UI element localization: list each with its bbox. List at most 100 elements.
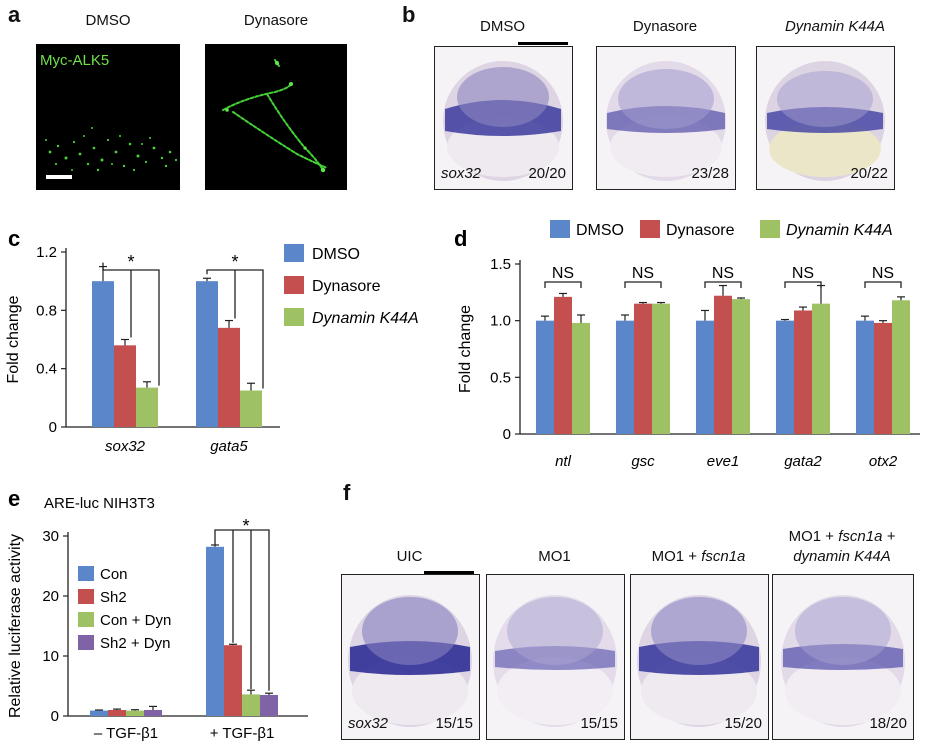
dmso-puncta: [45, 127, 178, 179]
stain-label: Myc-ALK5: [40, 52, 110, 69]
bar-dynamin-k44a: [652, 303, 670, 434]
label-f-mo1-fscn-dyn-line1-text: MO1 +: [788, 528, 835, 545]
scale-bar-b: [518, 42, 568, 45]
ns-bracket: [864, 281, 902, 288]
label-f-mo1-fscn-gene: fscn1a: [701, 548, 746, 565]
embryo-b-k44a-drawing: [765, 61, 885, 181]
bar-con-dyn: [242, 694, 260, 716]
bar-dmso: [536, 320, 554, 434]
count-b-dynasore: 23/28: [691, 165, 729, 182]
embryo-f-uic-drawing: [348, 595, 472, 727]
ns-label: NS: [712, 265, 734, 282]
bar-dmso: [856, 320, 874, 434]
bar-dynasore: [714, 295, 732, 434]
legend-swatch: [78, 635, 94, 650]
bar-sh2-dyn: [260, 695, 278, 716]
bar-dynamin-k44a: [732, 299, 750, 434]
chart-title: ARE-luc NIH3T3: [44, 495, 155, 512]
y-tick-label: 1.5: [490, 256, 511, 273]
bar-sh2: [108, 710, 126, 716]
scale-bar-f: [424, 571, 474, 574]
x-tick-label: – TGF-β1: [94, 725, 158, 742]
x-tick-label: gsc: [631, 453, 655, 470]
y-axis-label: Fold change: [5, 295, 22, 383]
bar-con: [206, 546, 224, 716]
y-tick-label: 1.0: [490, 313, 511, 330]
legend-label: Dynasore: [666, 222, 735, 239]
significance-star: *: [242, 516, 249, 536]
bar-dynamin-k44a: [812, 303, 830, 434]
label-b-dynasore: Dynasore: [632, 18, 698, 35]
count-f-mo1-fscn: 15/20: [724, 715, 762, 732]
bar-dmso: [196, 281, 218, 427]
significance-bracket: [214, 529, 270, 691]
bar-dynasore: [874, 322, 892, 434]
x-tick-label: sox32: [105, 438, 146, 455]
bar-dynamin-k44a: [892, 300, 910, 434]
count-f-mo1-fscn-dyn: 18/20: [869, 715, 907, 732]
y-tick-label: 20: [42, 588, 59, 605]
panel-letter-c: c: [8, 226, 20, 251]
label-f-mo1-fscn-text: MO1 +: [651, 548, 698, 565]
y-axis-label: Fold change: [457, 305, 474, 393]
panel-letter-d: d: [454, 226, 467, 251]
significance-star: *: [231, 252, 238, 272]
count-b-dmso: 20/20: [528, 165, 566, 182]
significance-bracket: [102, 262, 160, 386]
bar-dynasore: [794, 310, 812, 434]
embryo-b-dmso: sox32 20/20: [434, 46, 573, 190]
bar-sh2-dyn: [144, 710, 162, 716]
chart-e: e 0 10 20 30 Relative luciferase activity ARE…: [7, 486, 308, 742]
embryo-f-uic: sox32 15/15: [341, 574, 480, 740]
embryo-b-dynasore-drawing: [606, 61, 726, 181]
x-tick-label: ntl: [555, 453, 572, 470]
label-b-k44a: Dynamin K44A: [784, 18, 886, 35]
label-f-mo1-fscn-dyn-line2: dynamin K44A: [793, 548, 891, 565]
embryo-f-mo1-fscn: 15/20: [630, 574, 769, 740]
embryo-f-mo1-fscn-dyn-drawing: [781, 595, 905, 727]
legend-label: DMSO: [312, 246, 360, 263]
embryo-f-mo1-drawing: [493, 595, 617, 727]
legend-swatch: [78, 612, 94, 627]
y-tick-label: 0.5: [490, 369, 511, 386]
embryo-f-mo1-fscn-dyn: 18/20: [772, 574, 914, 740]
bar-dynamin-k44a: [572, 322, 590, 434]
ns-label: NS: [792, 265, 814, 282]
gene-b: sox32: [441, 165, 482, 182]
legend-swatch: [760, 220, 780, 238]
bar-dmso: [616, 320, 634, 434]
legend-swatch: [78, 566, 94, 581]
x-tick-label: eve1: [707, 453, 740, 470]
label-a-dynasore: Dynasore: [243, 12, 309, 29]
bar-con: [90, 710, 108, 716]
legend-swatch: [640, 220, 660, 238]
legend-swatch: [284, 308, 304, 326]
significance-star: *: [127, 252, 134, 272]
label-f-mo1: MO1: [538, 548, 571, 565]
legend-label: Sh2 + Dyn: [100, 635, 170, 652]
y-tick-label: 0: [49, 419, 57, 436]
embryo-b-k44a: 20/22: [756, 46, 895, 190]
x-tick-label: gata2: [784, 453, 822, 470]
bar-dmso: [776, 320, 794, 434]
bar-sh2: [224, 645, 242, 716]
ns-label: NS: [552, 265, 574, 282]
ns-bracket: [704, 281, 742, 288]
y-axis-label: Relative luciferase activity: [7, 534, 24, 718]
embryo-f-mo1-fscn-drawing: [637, 595, 761, 727]
ns-bracket: [544, 281, 582, 288]
scale-bar: [46, 175, 72, 179]
significance-bracket: [206, 269, 264, 389]
embryo-b-dmso-drawing: [443, 61, 563, 181]
x-tick-label: gata5: [210, 438, 248, 455]
bar-dmso: [696, 320, 714, 434]
bar-con-dyn: [126, 710, 144, 716]
chart-d: d 0 0.5 1.0 1.5 Fold change ntl NS gsc NS eve1 NS g…: [454, 220, 920, 470]
count-f-mo1: 15/15: [580, 715, 618, 732]
label-f-mo1-fscn-dyn: MO1 + fscn1a + dynamin K44A: [772, 527, 912, 567]
y-tick-label: 1.2: [36, 244, 57, 261]
ns-label: NS: [632, 265, 654, 282]
ns-bracket: [784, 281, 822, 288]
bar-dmso: [92, 281, 114, 427]
y-tick-label: 0.4: [36, 361, 57, 378]
